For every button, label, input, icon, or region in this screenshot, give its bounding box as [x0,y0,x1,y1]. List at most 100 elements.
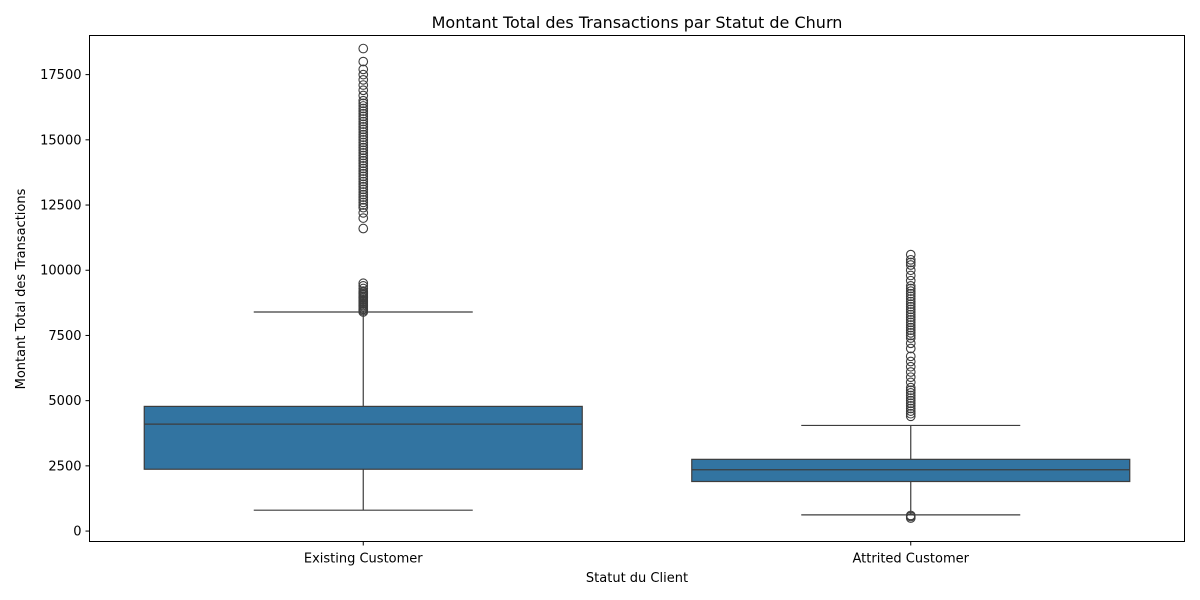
outlier-point-existing-customer [358,150,369,161]
outlier-point-existing-customer [358,187,369,197]
outlier-point-existing-customer [358,153,369,163]
outlier-point-attrited-customer [905,281,916,291]
y-tick-label: 10000 [40,264,81,279]
outlier-point-attrited-customer [905,395,916,406]
axes: Existing Customer Attrited Customer 0 2500 5… [40,68,969,566]
outlier-point-existing-customer [358,43,369,54]
x-tick-label-existing-customer: Existing Customer [304,552,423,567]
outlier-point-attrited-customer [905,411,916,422]
outlier-point-attrited-customer [905,382,916,393]
outlier-point-attrited-customer [905,398,916,409]
outlier-point-existing-customer [358,158,369,169]
outlier-point-existing-customer [358,137,369,148]
outlier-point-existing-customer [358,283,369,294]
outlier-point-attrited-customer [905,270,916,281]
outlier-point-attrited-customer [905,307,916,317]
outlier-point-existing-customer [358,189,369,200]
outlier-point-existing-customer [358,181,369,192]
outlier-point-existing-customer [358,208,369,218]
outlier-point-attrited-customer [905,304,916,315]
outlier-point-existing-customer [358,223,369,234]
outlier-point-existing-customer [358,85,369,96]
outlier-point-existing-customer [358,119,369,130]
y-axis-label: Montant Total des Transactions [14,188,29,389]
chart-title: Montant Total des Transactions par Statu… [432,13,843,32]
outlier-point-attrited-customer [905,390,916,401]
outlier-point-existing-customer [358,127,369,137]
outlier-point-attrited-customer [905,249,916,260]
outlier-point-existing-customer [358,129,369,140]
outlier-point-existing-customer [358,163,369,174]
outlier-point-attrited-customer [905,286,916,296]
outlier-point-existing-customer [358,64,369,75]
outlier-point-existing-customer [358,278,369,289]
outlier-point-existing-customer [358,176,369,187]
outlier-point-attrited-customer [905,372,916,383]
outlier-point-existing-customer [358,286,369,296]
outlier-point-existing-customer [358,166,369,176]
y-tick-label: 5000 [48,394,81,409]
outlier-point-existing-customer [358,200,369,210]
outlier-point-attrited-customer [905,275,916,286]
outlier-point-attrited-customer [905,385,916,396]
outlier-point-attrited-customer [905,288,916,299]
outlier-point-attrited-customer [905,330,916,341]
outlier-point-attrited-customer [905,301,916,312]
outlier-point-existing-customer [358,124,369,135]
outlier-point-attrited-customer [905,338,916,349]
outlier-point-existing-customer [358,202,369,213]
y-tick-label: 15000 [40,133,81,148]
outlier-point-attrited-customer [905,260,916,270]
plot-frame [89,35,1185,542]
outlier-point-existing-customer [358,155,369,166]
box-existing-customer [143,405,583,470]
outlier-point-attrited-customer [905,343,916,354]
outlier-point-existing-customer [358,161,369,171]
outlier-point-existing-customer [358,108,369,119]
y-tick-label: 12500 [40,199,81,214]
x-tick-label-attrited-customer: Attrited Customer [853,552,970,567]
outlier-point-existing-customer [358,168,369,179]
outlier-point-attrited-customer [905,254,916,265]
outlier-point-existing-customer [358,69,369,80]
outlier-point-attrited-customer [905,377,916,388]
outlier-point-attrited-customer [905,322,916,333]
outlier-point-existing-customer [358,116,369,127]
outlier-point-existing-customer [358,111,369,122]
outlier-point-attrited-customer [905,403,916,414]
outlier-point-existing-customer [358,80,369,90]
outlier-point-attrited-customer [905,393,916,403]
outlier-point-attrited-customer [905,257,916,268]
outlier-point-existing-customer [358,106,369,116]
outlier-point-attrited-customer [905,333,916,343]
outlier-point-existing-customer [358,171,369,182]
outlier-point-existing-customer [358,90,369,101]
outlier-point-attrited-customer [905,299,916,309]
y-tick-label: 7500 [48,329,81,344]
outlier-point-existing-customer [358,281,369,291]
outlier-point-attrited-customer [905,408,916,419]
outlier-point-existing-customer [358,121,369,132]
outlier-point-attrited-customer [905,314,916,325]
outlier-point-existing-customer [358,194,369,205]
outlier-point-attrited-customer [905,387,916,398]
outlier-point-attrited-customer [905,320,916,330]
outlier-point-attrited-customer [905,406,916,416]
outlier-point-attrited-customer [905,265,916,276]
outlier-point-attrited-customer [905,401,916,411]
outlier-point-existing-customer [358,145,369,156]
outlier-point-attrited-customer [905,510,916,521]
y-tick-label: 17500 [40,68,81,83]
outlier-point-existing-customer [358,148,369,158]
outlier-point-attrited-customer [905,325,916,336]
outlier-point-attrited-customer [905,351,916,362]
box-attrited-customer [691,458,1131,483]
outlier-point-existing-customer [358,95,369,106]
outlier-point-existing-customer [358,192,369,203]
outlier-point-existing-customer [358,101,369,111]
y-tick-label: 2500 [48,459,81,474]
outlier-point-existing-customer [358,142,369,153]
outlier-point-attrited-customer [905,291,916,302]
outlier-point-existing-customer [358,184,369,195]
outlier-point-attrited-customer [905,309,916,320]
